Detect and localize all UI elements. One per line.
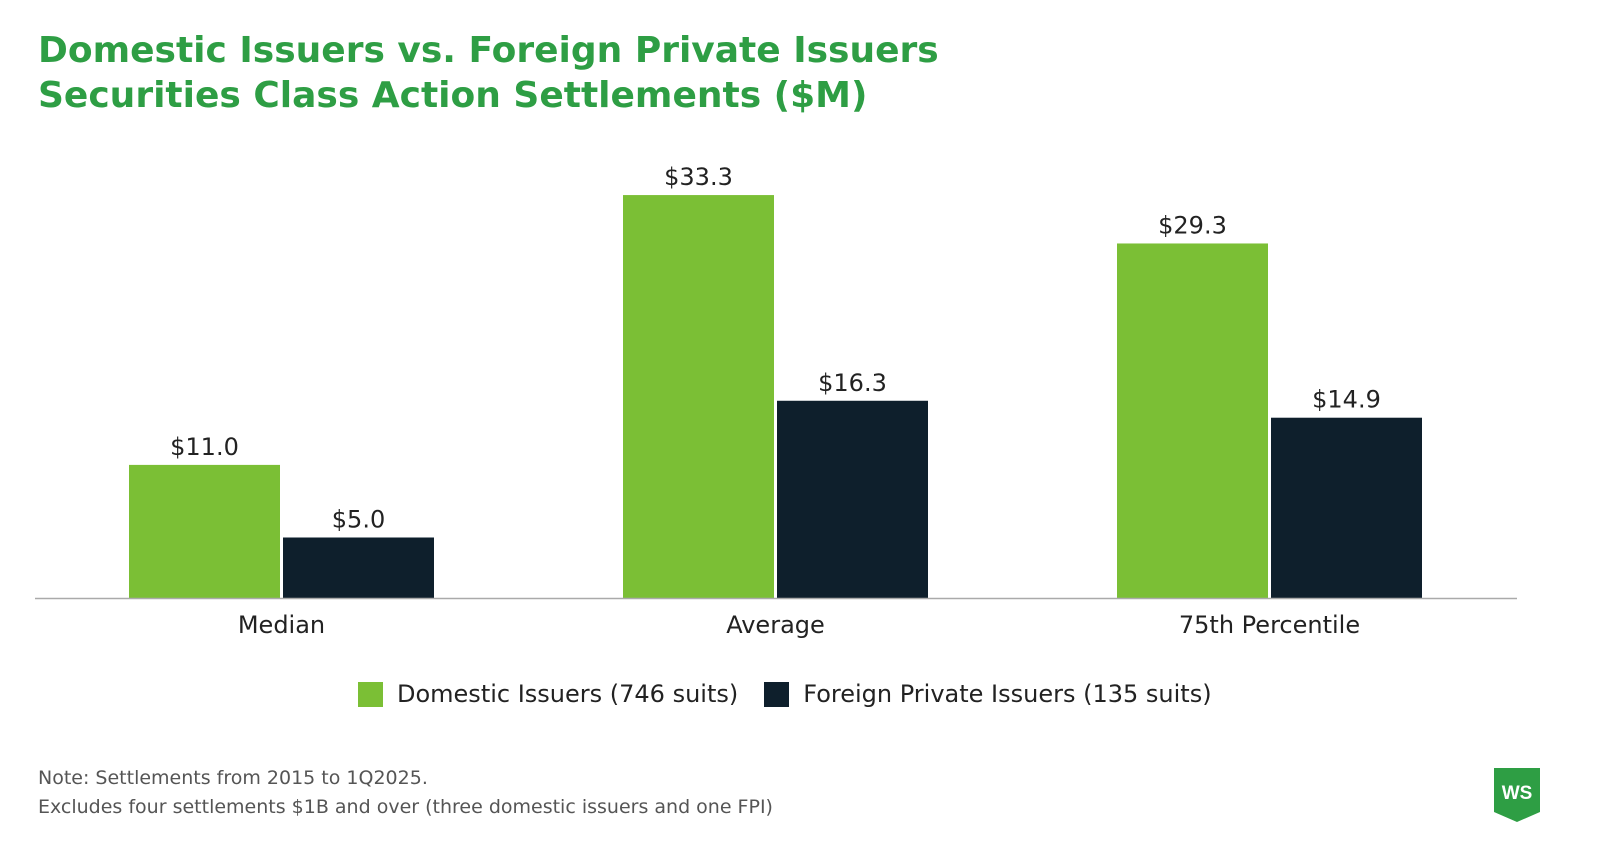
note-line-1: Note: Settlements from 2015 to 1Q2025. bbox=[38, 767, 428, 789]
chart-note: Note: Settlements from 2015 to 1Q2025. E… bbox=[38, 764, 773, 822]
ws-logo-icon: WS bbox=[1494, 768, 1540, 822]
data-label-foreign-0: $5.0 bbox=[332, 506, 385, 534]
chart-title-line-2: Securities Class Action Settlements ($M) bbox=[38, 75, 868, 116]
logo-text: WS bbox=[1502, 783, 1533, 804]
bar-foreign-2 bbox=[1271, 417, 1422, 598]
data-label-domestic-1: $33.3 bbox=[664, 163, 733, 191]
data-label-foreign-2: $14.9 bbox=[1312, 386, 1381, 414]
data-label-foreign-1: $16.3 bbox=[818, 369, 887, 397]
x-tick-label-1: Average bbox=[726, 611, 825, 639]
legend-label-domestic: Domestic Issuers (746 suits) bbox=[397, 680, 739, 708]
x-tick-label-0: Median bbox=[238, 611, 325, 639]
bar-domestic-0 bbox=[129, 464, 280, 598]
legend-label-foreign: Foreign Private Issuers (135 suits) bbox=[803, 680, 1212, 708]
data-label-domestic-0: $11.0 bbox=[170, 433, 239, 461]
bar-foreign-1 bbox=[777, 400, 928, 598]
chart-legend: Domestic Issuers (746 suits) Foreign Pri… bbox=[358, 680, 1238, 708]
x-tick-label-2: 75th Percentile bbox=[1179, 611, 1360, 639]
legend-swatch-foreign bbox=[764, 681, 790, 707]
data-label-domestic-2: $29.3 bbox=[1158, 211, 1227, 239]
bar-domestic-2 bbox=[1117, 243, 1268, 598]
bar-foreign-0 bbox=[283, 537, 434, 598]
bar-chart: $11.0 $5.0 Median $33.3 $16.3 Average $29.3 $14… bbox=[35, 163, 1517, 639]
chart-title: Domestic Issuers vs. Foreign Private Iss… bbox=[38, 28, 939, 118]
legend-item-domestic: Domestic Issuers (746 suits) bbox=[358, 680, 738, 708]
legend-swatch-domestic bbox=[358, 681, 383, 707]
note-line-2: Excludes four settlements $1B and over (… bbox=[38, 796, 773, 818]
legend-item-foreign: Foreign Private Issuers (135 suits) bbox=[764, 680, 1212, 708]
bar-domestic-1 bbox=[623, 195, 774, 598]
chart-title-line-1: Domestic Issuers vs. Foreign Private Iss… bbox=[38, 30, 939, 71]
